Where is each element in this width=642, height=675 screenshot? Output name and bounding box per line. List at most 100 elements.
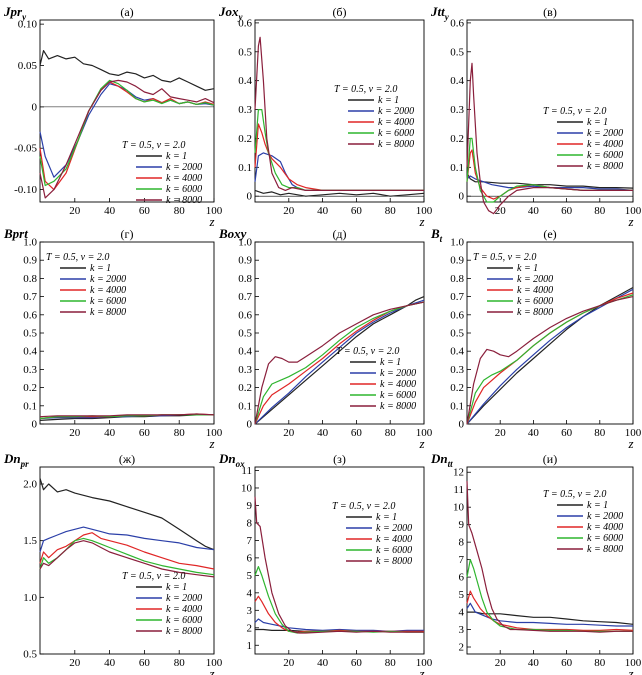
x-tick-label: 80 (594, 205, 606, 217)
x-axis-label: z (418, 666, 424, 675)
y-tick-label: 4 (247, 587, 253, 599)
legend-param: T = 0.5, ν = 2.0 (122, 140, 185, 151)
y-tick-label: 0.5 (23, 649, 37, 661)
legend-label-2: k = 4000 (587, 522, 623, 533)
y-tick-label: 3 (247, 605, 253, 617)
y-tick-label: 0.1 (238, 162, 252, 174)
y-tick-label: 1.0 (238, 237, 252, 249)
legend-label-1: k = 2000 (166, 593, 202, 604)
y-tick-label: 0.2 (450, 133, 464, 145)
y-tick-label: 0.3 (238, 104, 252, 116)
y-tick-label: 2 (247, 622, 253, 634)
panel-letter: (а) (120, 5, 133, 19)
legend-label-2: k = 4000 (517, 285, 553, 296)
legend-label-2: k = 4000 (587, 139, 623, 150)
legend-label-1: k = 2000 (587, 511, 623, 522)
y-tick-label: 5 (247, 570, 253, 582)
y-tick-label: -0.05 (14, 143, 37, 155)
y-tick-label: 0 (459, 191, 465, 203)
y-axis-label: Dnox (218, 451, 245, 469)
y-tick-label: 0.8 (450, 273, 464, 285)
y-tick-label: 2.0 (23, 479, 37, 491)
panel-letter: (г) (121, 227, 134, 241)
y-tick-label: 1.0 (23, 237, 37, 249)
x-tick-label: 20 (69, 427, 81, 439)
series-line-4 (39, 540, 215, 578)
y-tick-label: 0.3 (238, 364, 252, 376)
series-line-2 (254, 595, 424, 633)
x-tick-label: 20 (495, 427, 507, 439)
legend-label-0: k = 1 (380, 357, 401, 368)
legend-param: T = 0.5, ν = 2.0 (543, 489, 606, 500)
y-tick-label: 0.2 (23, 382, 37, 394)
x-tick-label: 40 (104, 657, 116, 669)
series-line-0 (39, 49, 215, 91)
series-line-4 (254, 301, 425, 425)
series-line-3 (39, 79, 215, 187)
y-tick-label: 0 (459, 419, 465, 431)
x-tick-label: 40 (104, 205, 116, 217)
y-tick-label: 1 (247, 640, 253, 652)
legend-label-4: k = 8000 (166, 626, 202, 637)
legend-label-2: k = 4000 (378, 117, 414, 128)
panel-letter: (д) (332, 227, 346, 241)
x-tick-label: 80 (174, 427, 186, 439)
x-tick-label: 60 (351, 657, 363, 669)
legend-label-4: k = 8000 (166, 195, 202, 206)
y-tick-label: 0.8 (23, 273, 37, 285)
legend-label-3: k = 6000 (166, 184, 202, 195)
x-axis-label: z (418, 214, 424, 229)
series-line-3 (254, 565, 424, 634)
series-line-4 (254, 36, 424, 191)
panel-letter: (е) (543, 227, 556, 241)
series-line-4 (39, 79, 215, 199)
x-tick-label: 80 (385, 205, 397, 217)
x-tick-label: 60 (351, 205, 363, 217)
y-tick-label: 8 (247, 517, 253, 529)
legend-label-4: k = 8000 (376, 556, 412, 567)
x-tick-label: 40 (317, 427, 329, 439)
y-axis-label: Dntt (430, 451, 453, 469)
x-tick-label: 80 (174, 205, 186, 217)
series-line-0 (467, 611, 634, 625)
x-tick-label: 40 (528, 657, 540, 669)
legend-label-4: k = 8000 (517, 307, 553, 318)
legend-label-2: k = 4000 (376, 534, 412, 545)
y-tick-label: 0.9 (23, 255, 37, 267)
y-tick-label: 2 (459, 642, 465, 654)
legend-label-3: k = 6000 (90, 296, 126, 307)
legend-label-0: k = 1 (587, 117, 608, 128)
x-tick-label: 20 (283, 205, 295, 217)
x-tick-label: 60 (561, 657, 573, 669)
y-tick-label: 0.2 (450, 382, 464, 394)
y-axis-label: Boxy (218, 226, 247, 241)
y-tick-label: 0.5 (238, 46, 252, 58)
y-tick-label: 7 (459, 554, 465, 566)
series-line-3 (39, 537, 215, 576)
y-tick-label: 0.4 (23, 346, 37, 358)
series-line-4 (254, 496, 424, 634)
x-tick-label: 20 (69, 657, 81, 669)
y-tick-label: 8 (459, 537, 465, 549)
x-axis-label: z (208, 214, 214, 229)
series-line-0 (39, 478, 215, 551)
legend-label-4: k = 8000 (90, 307, 126, 318)
series-line-1 (39, 526, 215, 553)
legend-label-1: k = 2000 (90, 274, 126, 285)
x-tick-label: 60 (139, 205, 151, 217)
series-line-1 (254, 152, 424, 191)
x-tick-label: 100 (416, 427, 433, 439)
legend-label-0: k = 1 (378, 95, 399, 106)
legend-param: T = 0.5, ν = 2.0 (336, 346, 399, 357)
plot-frame (466, 466, 634, 655)
x-tick-label: 100 (206, 427, 223, 439)
y-tick-label: 0.5 (238, 328, 252, 340)
y-tick-label: 0 (32, 419, 38, 431)
